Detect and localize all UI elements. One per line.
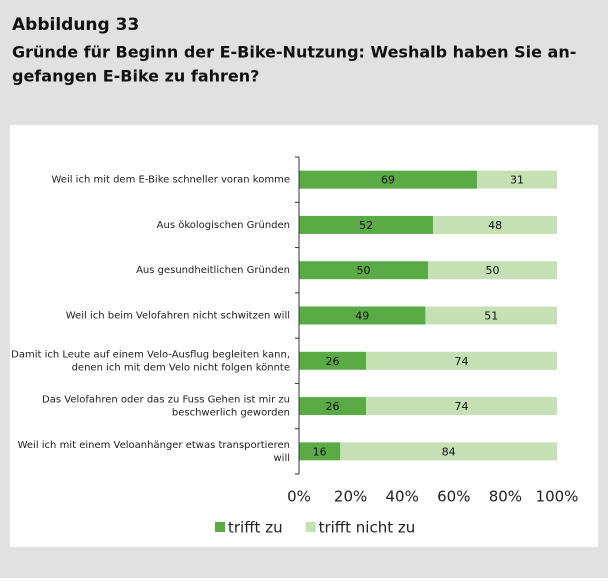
x-tick-label: 60%: [437, 488, 470, 506]
value-label: 50: [357, 264, 371, 277]
bar-segment: [366, 397, 557, 416]
value-label: 69: [381, 174, 395, 187]
value-label: 26: [326, 355, 340, 368]
y-tick-label: Damit ich Leute auf einem Velo-Ausflug b…: [11, 349, 290, 360]
panel: [10, 125, 598, 547]
value-label: 74: [455, 400, 469, 413]
y-tick-label: denen ich mit dem Velo nicht folgen könn…: [72, 362, 290, 373]
legend-label: trifft nicht zu: [319, 519, 416, 537]
bar-segment: [299, 442, 341, 461]
y-tick-label: Weil ich mit dem E-Bike schneller voran …: [51, 175, 290, 186]
bar-segment: [299, 306, 426, 325]
x-tick-label: 0%: [287, 488, 311, 506]
legend-swatch: [305, 522, 316, 532]
y-tick-label: Weil ich mit einem Veloanhänger etwas tr…: [18, 440, 290, 451]
x-tick-label: 100%: [536, 488, 579, 506]
value-label: 51: [484, 310, 498, 323]
bar-segment: [299, 215, 434, 234]
bar-segment: [299, 261, 428, 280]
chart-title: Abbildung 33: [12, 15, 139, 35]
x-tick-label: 80%: [489, 488, 522, 506]
bar-segment: [299, 397, 367, 416]
legend-swatch: [215, 522, 225, 532]
y-tick-label: beschwerlich geworden: [172, 408, 290, 419]
y-tick-label: Weil ich beim Velofahren nicht schwitzen…: [66, 311, 290, 322]
y-tick-label: Aus gesundheitlichen Gründen: [136, 265, 290, 276]
bar-segment: [425, 306, 557, 325]
value-label: 84: [442, 445, 456, 458]
chart-subtitle: gefangen E-Bike zu fahren?: [12, 67, 259, 86]
y-tick-label: Das Velofahren oder das zu Fuss Gehen is…: [42, 395, 290, 406]
bar-segment: [433, 215, 557, 234]
value-label: 16: [313, 445, 327, 458]
x-tick-label: 40%: [386, 488, 419, 506]
bar-segment: [477, 170, 557, 189]
value-label: 26: [326, 400, 340, 413]
value-label: 48: [488, 219, 502, 232]
bar-segment: [428, 261, 557, 280]
value-label: 31: [510, 174, 524, 187]
chart-subtitle: Gründe für Beginn der E-Bike-Nutzung: We…: [12, 43, 576, 62]
value-label: 50: [486, 264, 500, 277]
bar-segment: [299, 351, 367, 370]
y-tick-label: will: [273, 453, 290, 464]
value-label: 49: [355, 310, 369, 323]
bar-segment: [299, 170, 478, 189]
bar-segment: [340, 442, 557, 461]
legend-label: trifft zu: [228, 519, 283, 537]
value-label: 74: [455, 355, 469, 368]
value-label: 52: [359, 219, 373, 232]
bar-segment: [366, 351, 557, 370]
x-tick-label: 20%: [334, 488, 367, 506]
y-tick-label: Aus ökologischen Gründen: [157, 220, 290, 231]
